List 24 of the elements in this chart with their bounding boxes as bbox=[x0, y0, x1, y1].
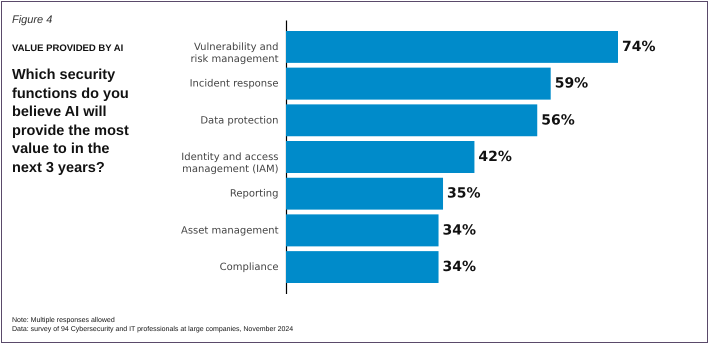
bar bbox=[286, 141, 474, 173]
bar bbox=[286, 104, 538, 136]
data-label: 56% bbox=[541, 112, 575, 128]
bar bbox=[286, 68, 551, 100]
y-tick-label: Data protection bbox=[200, 115, 278, 126]
bar bbox=[286, 178, 444, 210]
data-label: 74% bbox=[622, 38, 656, 55]
data-label: 35% bbox=[447, 186, 481, 202]
y-tick-label: Reporting bbox=[230, 188, 278, 200]
y-tick-label: Compliance bbox=[220, 262, 278, 274]
y-tick-label: Identity and access management (IAM) bbox=[181, 152, 279, 175]
bar bbox=[286, 214, 439, 246]
bar bbox=[286, 31, 618, 63]
bar bbox=[286, 251, 439, 283]
y-tick-label: Incident response bbox=[190, 78, 278, 90]
y-tick-label: Asset management bbox=[181, 225, 279, 236]
data-label: 59% bbox=[554, 76, 588, 92]
data-label: 34% bbox=[442, 222, 476, 238]
data-label: 42% bbox=[478, 149, 512, 165]
caption: Figure 4 bbox=[12, 14, 52, 26]
text: Which security functions do you believe AI will provide the most value to in the next 3 years? bbox=[12, 66, 130, 177]
y-tick-label: Vulnerability and risk management bbox=[190, 42, 279, 65]
data-label: 34% bbox=[442, 259, 476, 276]
text: VALUE PROVIDED BY AI bbox=[12, 43, 124, 54]
